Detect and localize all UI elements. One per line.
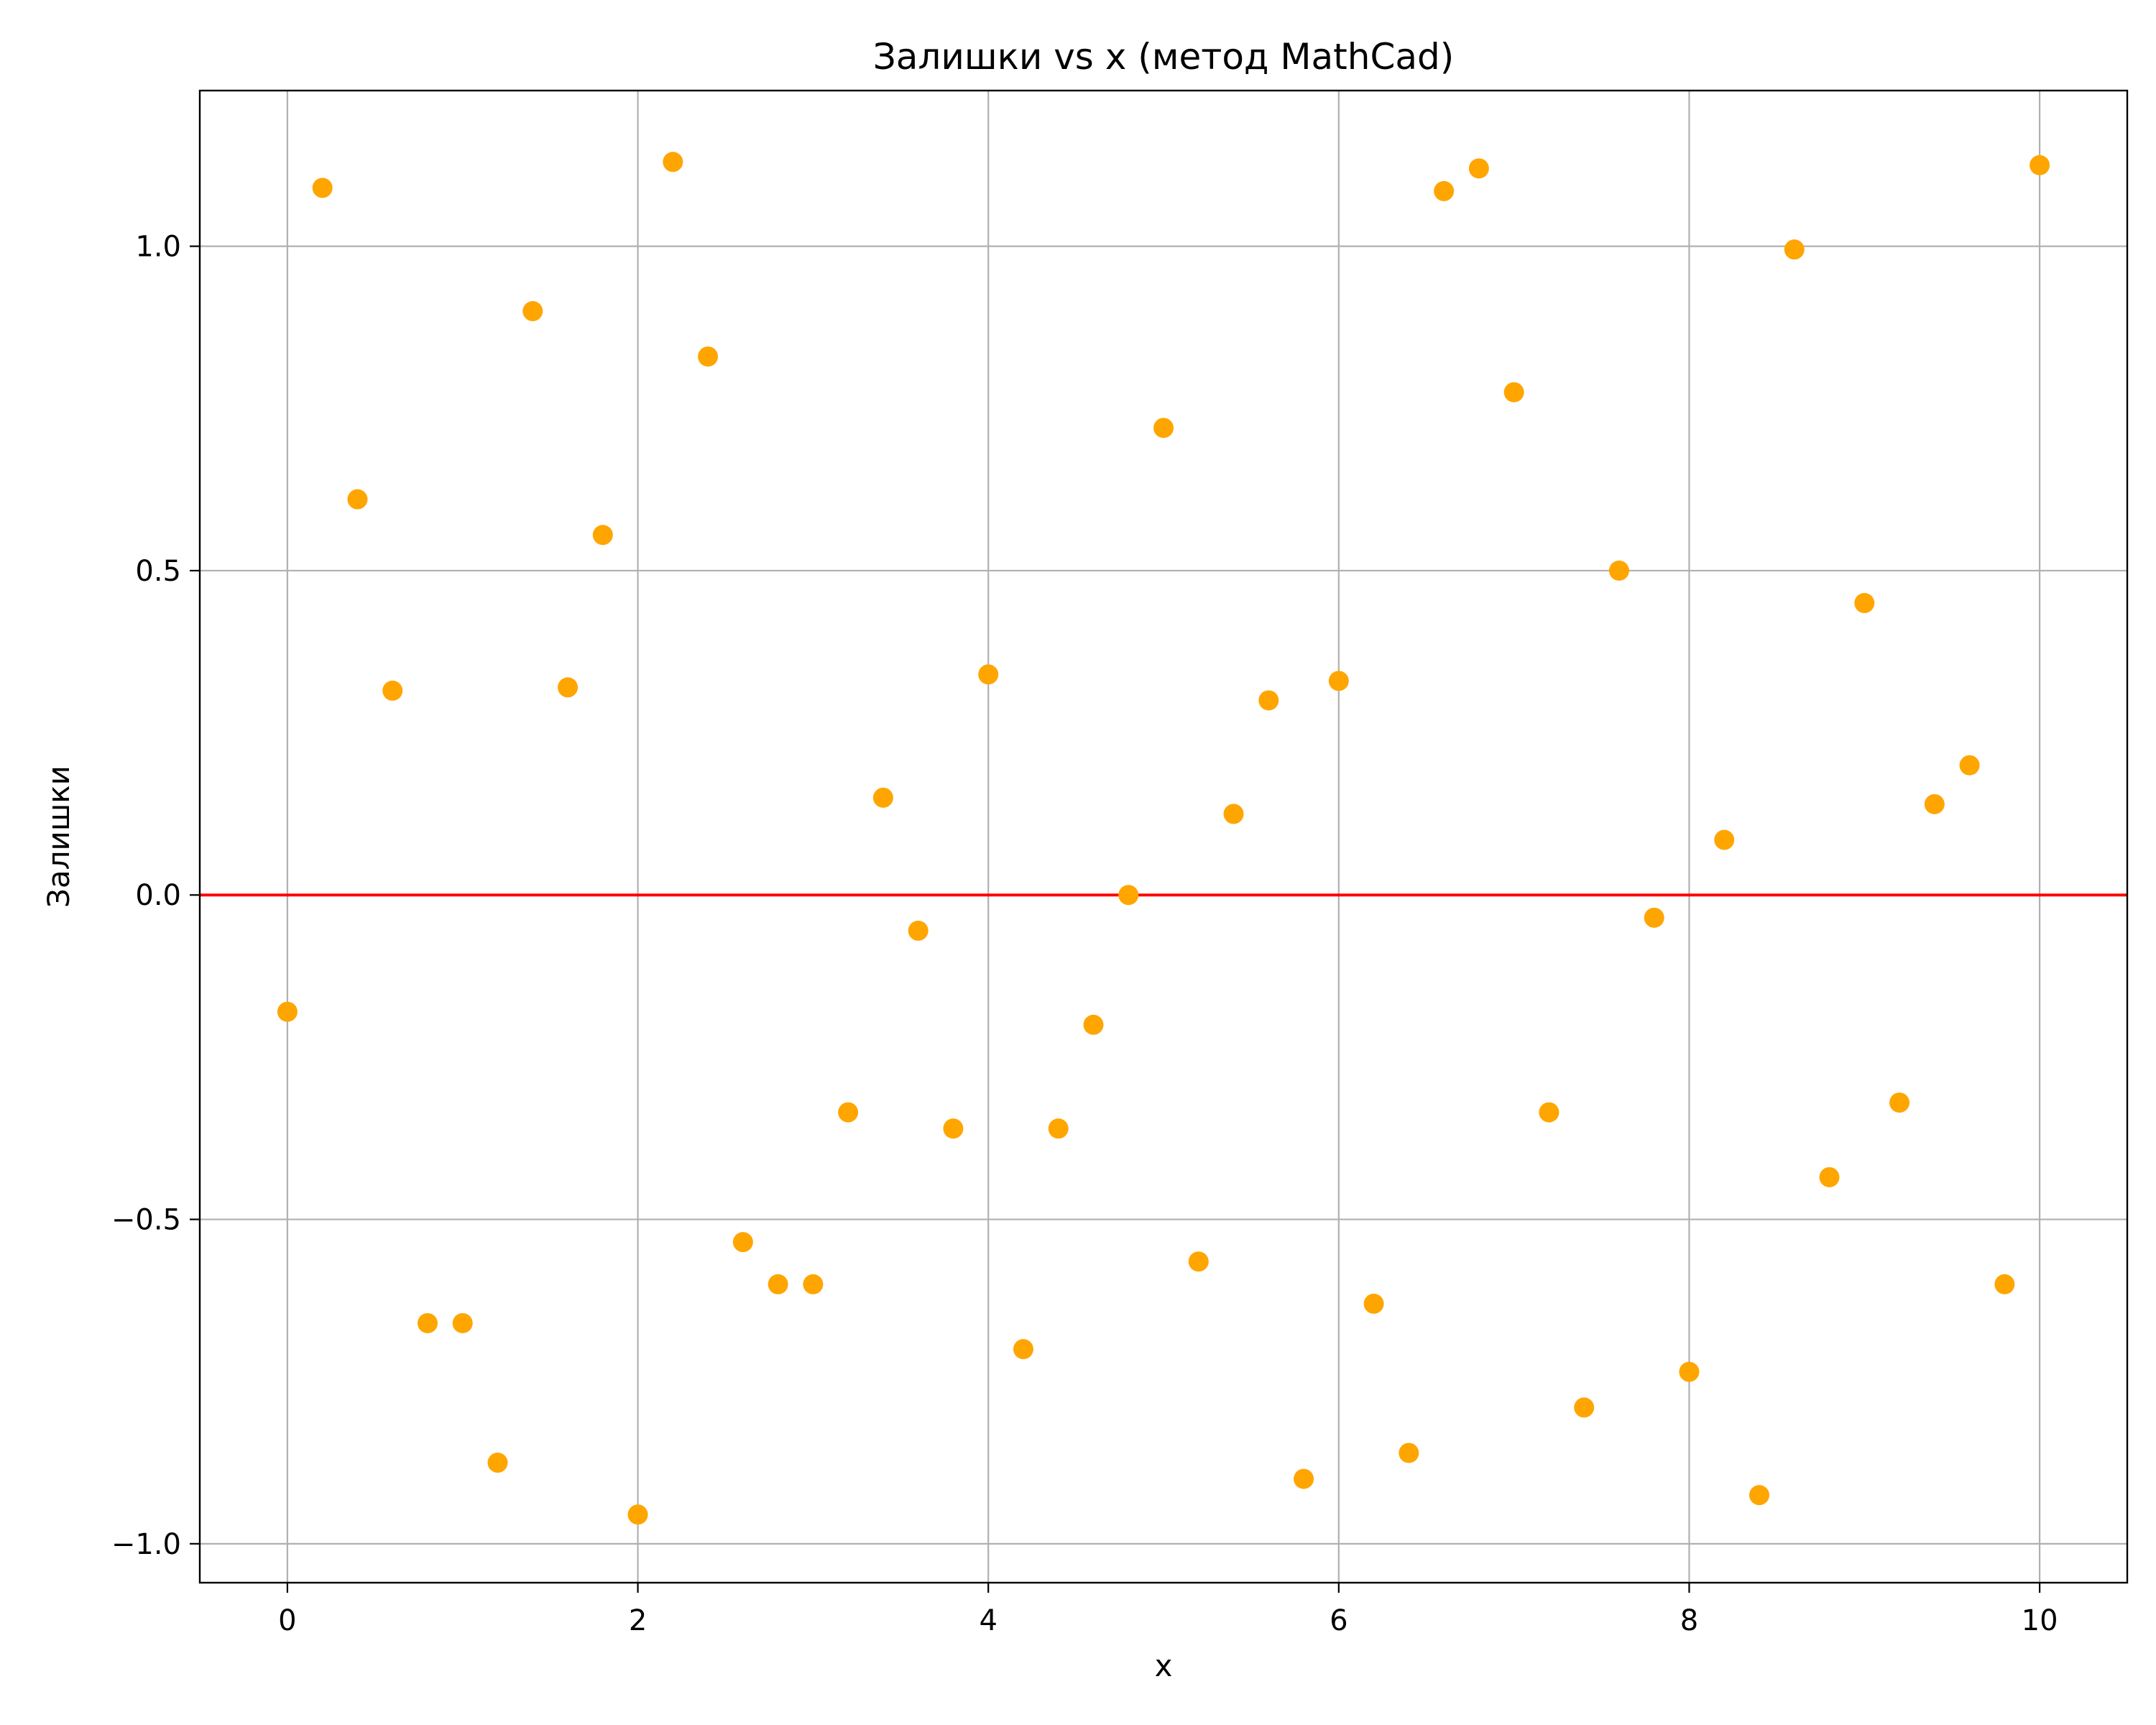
data-point [452, 1312, 473, 1333]
data-point [1048, 1118, 1069, 1139]
x-tick-label: 4 [979, 1604, 997, 1637]
data-point [1959, 755, 1980, 776]
data-point [768, 1274, 788, 1294]
data-point [347, 489, 368, 510]
x-tick-label: 10 [2022, 1604, 2058, 1637]
data-point [1294, 1468, 1314, 1489]
data-point [1924, 794, 1945, 814]
data-point [872, 787, 893, 808]
data-point [908, 920, 929, 941]
data-point [1749, 1485, 1769, 1506]
y-tick-label: 0.5 [135, 555, 181, 588]
data-point [1328, 671, 1349, 691]
data-point [663, 152, 683, 172]
data-point [592, 525, 613, 546]
data-point [1468, 158, 1489, 179]
x-tick-label: 0 [278, 1604, 296, 1637]
data-point [978, 664, 999, 685]
data-point [277, 1001, 298, 1022]
data-point [1819, 1167, 1840, 1187]
data-point [1434, 180, 1455, 201]
data-point [803, 1274, 824, 1294]
data-point [1223, 804, 1244, 824]
data-point [1608, 560, 1629, 581]
chart-title: Залишки vs x (метод MathCad) [873, 36, 1455, 78]
data-point [1363, 1293, 1384, 1314]
y-axis-label: Залишки [41, 765, 76, 908]
data-point [1574, 1397, 1595, 1418]
data-point [1539, 1102, 1560, 1123]
y-tick-label: 0.0 [135, 879, 181, 912]
x-tick-label: 2 [629, 1604, 647, 1637]
x-axis-ticks: 0 2 4 6 8 10 [278, 1583, 2058, 1637]
data-point [943, 1118, 964, 1139]
data-point [1784, 239, 1805, 260]
axes-frame [198, 89, 2129, 1584]
data-point [1118, 885, 1139, 906]
y-tick-label: −1.0 [111, 1528, 181, 1561]
data-point [1994, 1274, 2015, 1294]
data-point [558, 677, 579, 698]
data-point [627, 1504, 648, 1525]
data-point [1889, 1092, 1910, 1113]
data-point [1503, 382, 1524, 402]
x-axis-label: x [1155, 1648, 1173, 1683]
data-point [1714, 829, 1735, 850]
data-point [2030, 155, 2050, 175]
data-point [732, 1232, 753, 1253]
data-point [382, 680, 403, 701]
data-point [838, 1102, 859, 1123]
data-point [1083, 1014, 1104, 1035]
y-tick-label: −0.5 [111, 1204, 181, 1237]
data-point [312, 178, 333, 198]
data-point [698, 346, 719, 367]
data-point [1188, 1251, 1209, 1272]
data-point [1013, 1339, 1033, 1360]
x-tick-label: 8 [1680, 1604, 1698, 1637]
y-axis-ticks: −1.0 −0.5 0.0 0.5 1.0 [111, 231, 200, 1561]
data-point [1644, 907, 1664, 928]
data-point [522, 300, 543, 321]
data-point [1679, 1361, 1700, 1382]
data-points [277, 152, 2050, 1525]
data-point [1399, 1443, 1419, 1463]
x-tick-label: 6 [1330, 1604, 1348, 1637]
data-point [487, 1453, 508, 1473]
y-tick-label: 1.0 [135, 231, 181, 264]
data-point [1854, 593, 1875, 614]
data-point [417, 1312, 438, 1333]
data-point [1258, 690, 1279, 711]
data-point [1153, 418, 1174, 438]
